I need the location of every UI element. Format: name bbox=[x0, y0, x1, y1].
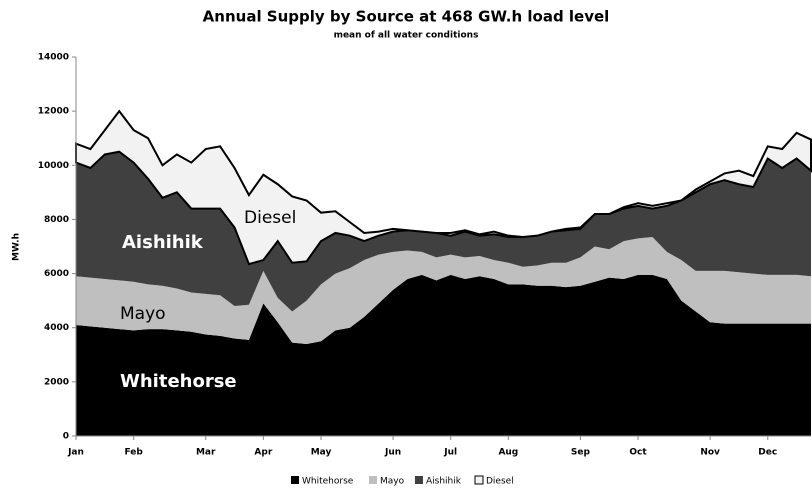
annotation: Mayo bbox=[120, 304, 166, 324]
legend-label: Mayo bbox=[380, 477, 405, 487]
y-tick-label: 4000 bbox=[44, 323, 69, 333]
legend-swatch bbox=[474, 475, 484, 485]
chart-subtitle: mean of all water conditions bbox=[334, 31, 479, 41]
y-tick-label: 8000 bbox=[44, 215, 69, 225]
y-tick-label: 6000 bbox=[44, 269, 69, 279]
x-tick-label: Sep bbox=[571, 448, 591, 458]
legend-label: Aishihik bbox=[426, 477, 462, 487]
legend-label: Whitehorse bbox=[302, 477, 354, 487]
x-tick-label: Aug bbox=[498, 448, 518, 458]
y-tick-label: 2000 bbox=[44, 377, 69, 387]
x-tick-label: Oct bbox=[629, 448, 647, 458]
x-tick-label: Nov bbox=[700, 448, 720, 458]
annotation: Diesel bbox=[244, 208, 296, 228]
chart-title: Annual Supply by Source at 468 GW.h load… bbox=[203, 8, 610, 26]
legend-label: Diesel bbox=[486, 477, 514, 487]
x-tick-label: Jan bbox=[67, 448, 84, 458]
legend-swatch bbox=[291, 476, 299, 484]
area bbox=[76, 237, 811, 344]
x-tick-label: Dec bbox=[758, 448, 777, 458]
y-tick-label: 14000 bbox=[38, 53, 69, 63]
area bbox=[76, 274, 811, 436]
x-tick-label: Feb bbox=[124, 448, 143, 458]
legend-swatch bbox=[415, 476, 423, 484]
y-tick-label: 10000 bbox=[38, 161, 69, 171]
area bbox=[76, 151, 811, 312]
legend-swatch bbox=[369, 476, 377, 484]
x-tick-label: Jun bbox=[384, 448, 401, 458]
x-tick-label: Jul bbox=[443, 448, 457, 458]
x-tick-label: Apr bbox=[254, 448, 272, 458]
annotation: Aishihik bbox=[122, 232, 204, 253]
area bbox=[75, 109, 812, 266]
x-tick-label: Mar bbox=[196, 448, 216, 458]
x-tick-label: May bbox=[311, 448, 332, 458]
annotation: Whitehorse bbox=[120, 371, 237, 392]
y-axis-label: MW.h bbox=[12, 233, 22, 261]
y-tick-label: 0 bbox=[63, 432, 69, 442]
y-tick-label: 12000 bbox=[38, 107, 69, 117]
